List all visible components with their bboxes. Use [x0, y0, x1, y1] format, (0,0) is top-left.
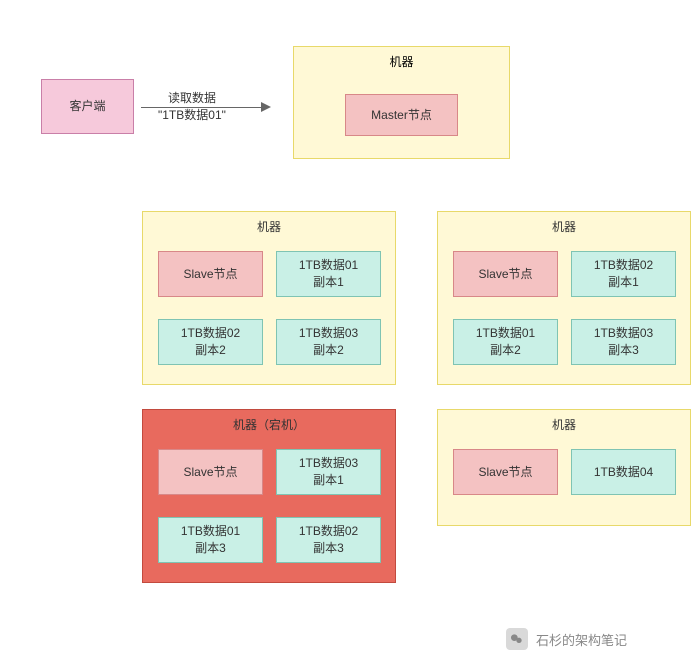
- client-box: 客户端: [41, 79, 134, 134]
- machine-title: 机器: [438, 212, 690, 235]
- slave-node: Slave节点: [453, 251, 558, 297]
- slave-node: Slave节点: [158, 449, 263, 495]
- watermark: 石杉的架构笔记: [506, 628, 627, 650]
- data-replica: 1TB数据03副本2: [276, 319, 381, 365]
- master-node: Master节点: [345, 94, 458, 136]
- master-node-label: Master节点: [371, 107, 432, 124]
- data-replica: 1TB数据01副本3: [158, 517, 263, 563]
- data-replica: 1TB数据01副本2: [453, 319, 558, 365]
- data-replica: 1TB数据03副本3: [571, 319, 676, 365]
- arrow-label-line2: "1TB数据01": [158, 108, 226, 122]
- machine-title: 机器（宕机）: [143, 410, 395, 433]
- arrow-head-icon: [261, 102, 271, 112]
- data-replica: 1TB数据02副本3: [276, 517, 381, 563]
- master-machine-title: 机器: [294, 47, 509, 70]
- arrow-line: [141, 107, 261, 108]
- arrow-label: 读取数据 "1TB数据01": [158, 89, 226, 123]
- data-replica: 1TB数据02副本2: [158, 319, 263, 365]
- data-replica: 1TB数据01副本1: [276, 251, 381, 297]
- machine-title: 机器: [438, 410, 690, 433]
- data-replica: 1TB数据04: [571, 449, 676, 495]
- client-label: 客户端: [69, 98, 105, 115]
- slave-node: Slave节点: [158, 251, 263, 297]
- data-replica: 1TB数据02副本1: [571, 251, 676, 297]
- wechat-icon: [506, 628, 528, 650]
- machine-title: 机器: [143, 212, 395, 235]
- slave-node: Slave节点: [453, 449, 558, 495]
- watermark-text: 石杉的架构笔记: [536, 630, 627, 649]
- data-replica: 1TB数据03副本1: [276, 449, 381, 495]
- arrow-label-line1: 读取数据: [168, 91, 216, 105]
